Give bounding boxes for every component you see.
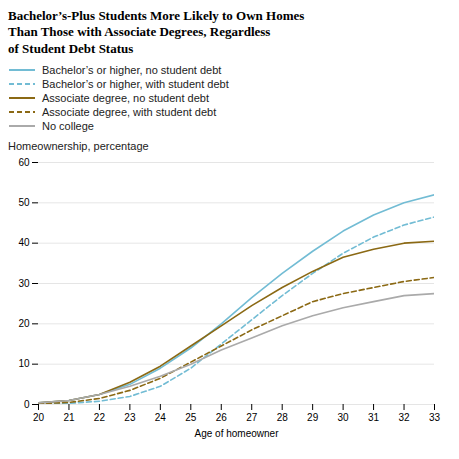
html-text:Bachelor’s or higher, no stude: Bachelor’s or higher, no student debt	[42, 63, 222, 76]
svg-text:30: 30	[18, 277, 30, 288]
html-text:No college: No college	[42, 119, 94, 132]
svg-text:26: 26	[216, 411, 228, 422]
svg-text:10: 10	[18, 358, 30, 369]
svg-text:32: 32	[398, 411, 410, 422]
svg-text:24: 24	[155, 411, 167, 422]
svg-text:28: 28	[277, 411, 289, 422]
svg-text:25: 25	[185, 411, 197, 422]
svg-text:60: 60	[18, 156, 30, 167]
html-text:Associate degree, no student d: Associate degree, no student debt	[42, 91, 209, 104]
svg-text:0: 0	[24, 398, 30, 409]
html-text:Associate degree, with student: Associate degree, with student debt	[42, 105, 217, 118]
svg-text:20: 20	[18, 318, 30, 329]
svg-text:40: 40	[18, 237, 30, 248]
html-text:Bachelor’s-Plus Students More: Bachelor’s-Plus Students More Likely to …	[8, 8, 305, 56]
svg-text:31: 31	[368, 411, 380, 422]
svg-text:Age of homeowner: Age of homeowner	[195, 427, 280, 438]
svg-text:20: 20	[33, 411, 45, 422]
svg-text:29: 29	[307, 411, 319, 422]
html-text:Homeownership, percentage: Homeownership, percentage	[8, 139, 149, 152]
svg-text:21: 21	[63, 411, 75, 422]
svg-text:23: 23	[124, 411, 136, 422]
html-text:Bachelor’s or higher, with stu: Bachelor’s or higher, with student debt	[42, 77, 229, 90]
svg-text:33: 33	[429, 411, 441, 422]
svg-text:50: 50	[18, 197, 30, 208]
svg-text:22: 22	[94, 411, 106, 422]
svg-text:30: 30	[338, 411, 350, 422]
svg-text:27: 27	[246, 411, 258, 422]
